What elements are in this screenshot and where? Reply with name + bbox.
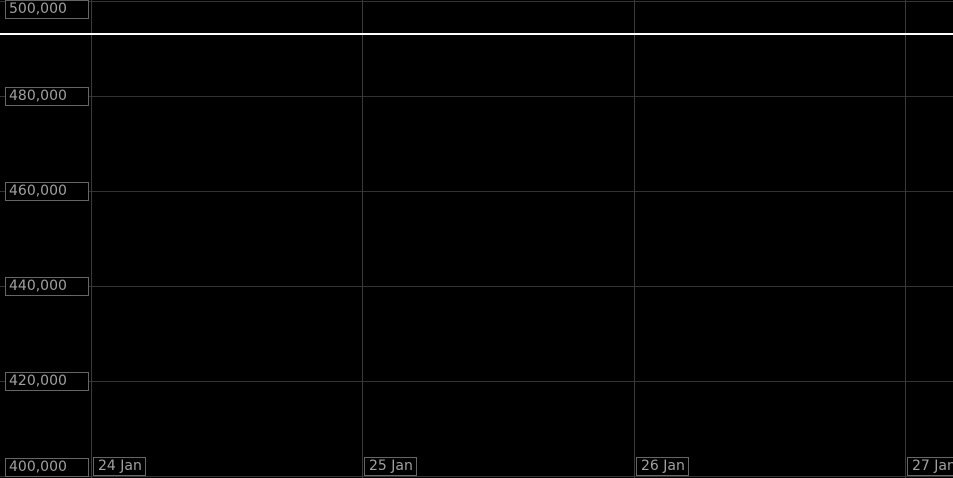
y-tick-label-480000: 480,000 — [5, 87, 89, 106]
gridline-x-24jan — [91, 0, 92, 478]
y-tick-label-440000: 440,000 — [5, 277, 89, 296]
y-tick-label-420000: 420,000 — [5, 372, 89, 391]
gridline-y-460000 — [0, 191, 953, 192]
gridline-y-480000 — [0, 96, 953, 97]
y-tick-label-460000: 460,000 — [5, 182, 89, 201]
y-tick-label-500000: 500,000 — [5, 0, 89, 19]
series-flat-line — [0, 33, 953, 35]
x-tick-label-25jan: 25 Jan — [364, 457, 417, 476]
gridline-y-420000 — [0, 381, 953, 382]
gridline-x-25jan — [362, 0, 363, 478]
gridline-y-440000 — [0, 286, 953, 287]
gridline-x-26jan — [634, 0, 635, 478]
x-tick-label-26jan: 26 Jan — [636, 457, 689, 476]
x-tick-label-24jan: 24 Jan — [93, 457, 146, 476]
x-tick-label-27jan: 27 Jan — [907, 457, 953, 476]
gridline-y-400000 — [0, 476, 953, 477]
y-tick-label-400000: 400,000 — [5, 458, 89, 477]
gridline-x-27jan — [905, 0, 906, 478]
gridline-y-500000 — [0, 1, 953, 2]
